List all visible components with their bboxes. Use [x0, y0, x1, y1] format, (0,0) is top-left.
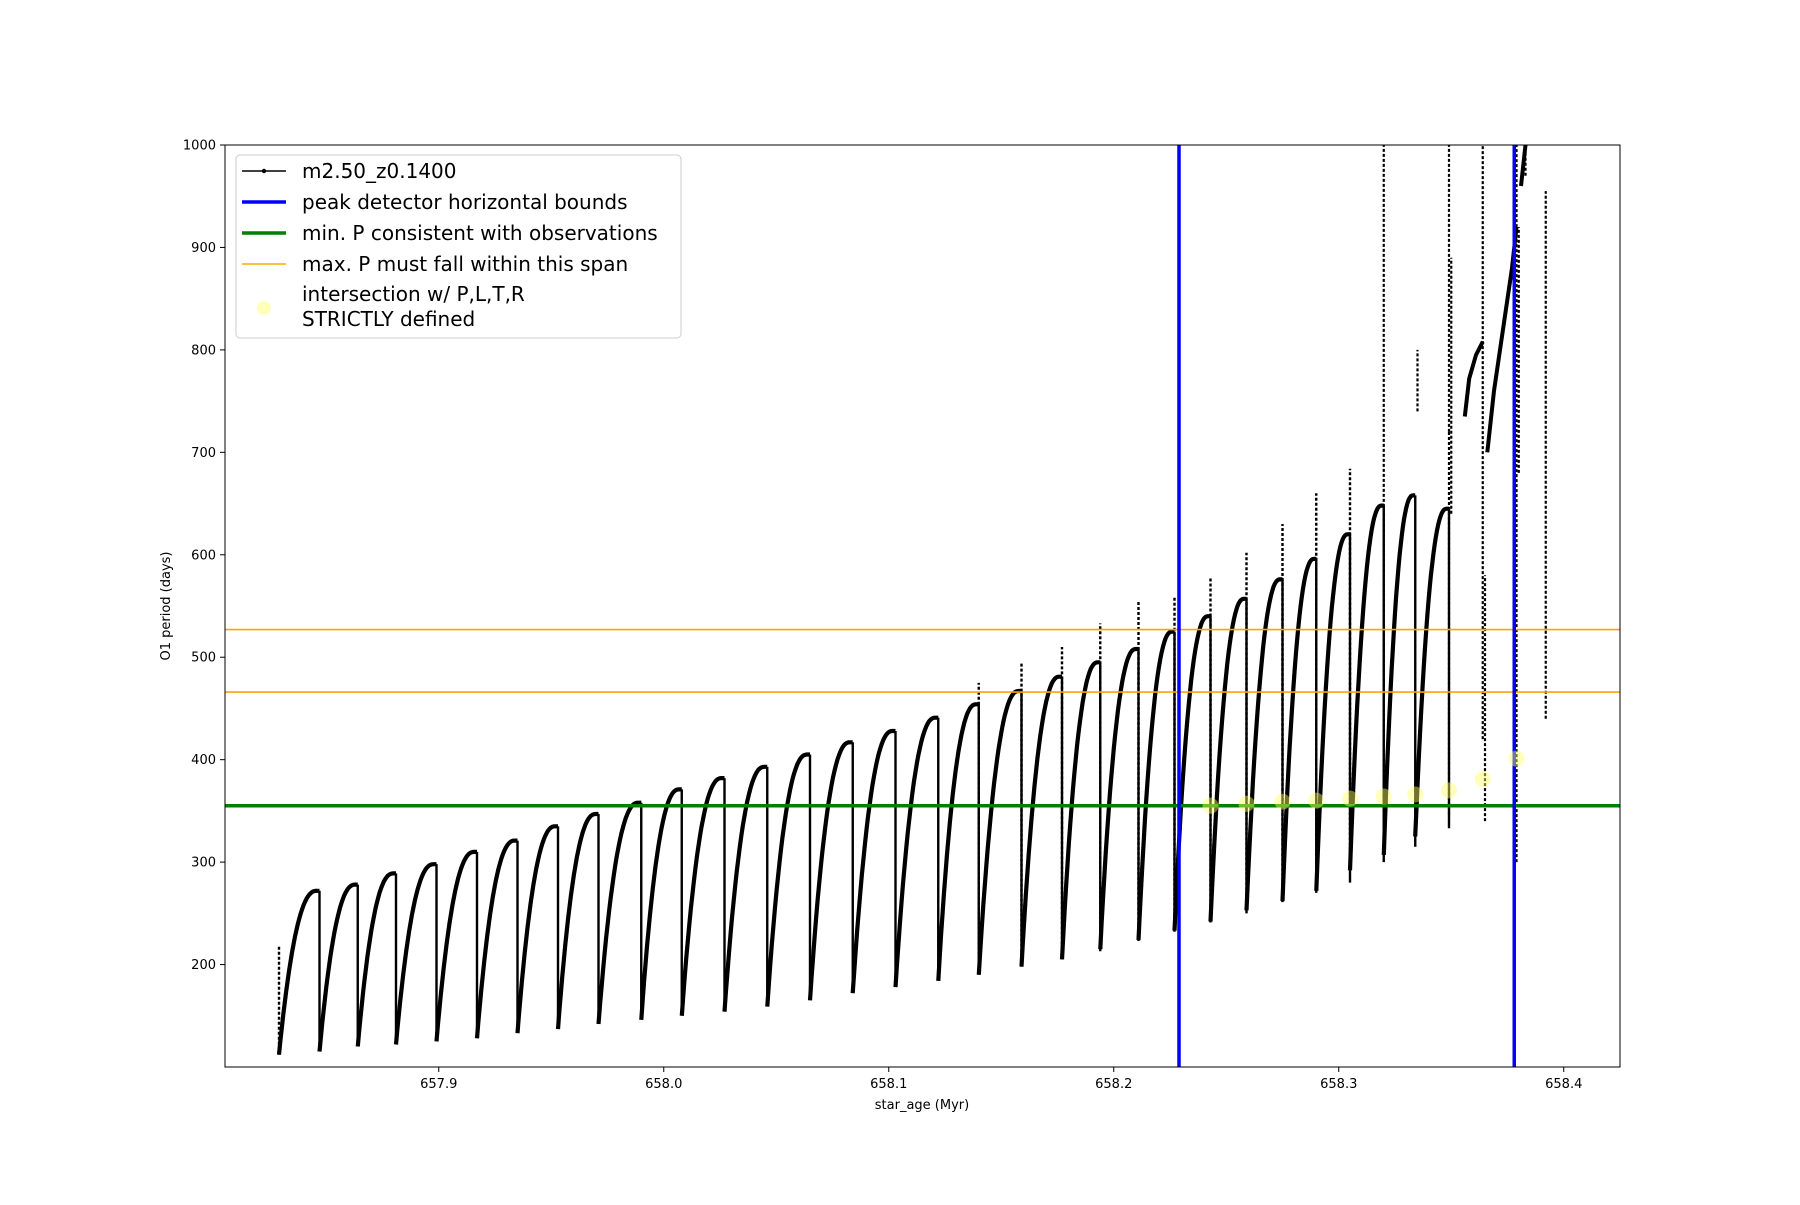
intersection-marker	[1238, 795, 1255, 812]
y-tick-label: 300	[191, 856, 216, 871]
model-track-cycle	[679, 775, 725, 1016]
y-tick-label: 500	[191, 651, 216, 666]
y-tick-label: 1000	[183, 139, 216, 154]
model-track-cycle	[765, 752, 810, 1007]
model-track-cycle	[1059, 660, 1101, 960]
x-tick-label: 658.2	[1095, 1077, 1132, 1092]
model-track-cycle	[1314, 532, 1350, 891]
x-tick-label: 658.1	[870, 1077, 907, 1092]
model-track-cycle	[1244, 577, 1283, 911]
model-track-cycle	[1280, 556, 1317, 902]
legend-label-model-track: m2.50_z0.1400	[302, 159, 457, 183]
model-track-cycle	[355, 871, 396, 1047]
model-track-cycle	[1098, 646, 1139, 950]
y-tick-label: 600	[191, 548, 216, 563]
legend-label-min-period: min. P consistent with observations	[302, 221, 658, 245]
plot-data-layer	[225, 145, 1620, 1067]
intersection-marker	[1308, 792, 1325, 809]
model-track-cycle	[596, 800, 642, 1025]
model-track-cycle	[850, 728, 896, 994]
x-tick-label: 658.3	[1320, 1077, 1357, 1092]
model-track-cycle	[1347, 503, 1384, 871]
model-track-cycle	[807, 740, 853, 1001]
model-track-cycle	[276, 888, 320, 1055]
legend-handle-intersection	[257, 301, 271, 315]
series-model-track	[276, 145, 1547, 1055]
plot-frame	[224, 144, 1621, 1068]
x-tick-label: 658.4	[1545, 1077, 1582, 1092]
x-axis-label: star_age (Myr)	[875, 1098, 969, 1113]
legend-label-intersection-line-2: STRICTLY defined	[302, 307, 475, 331]
intersection-marker	[1274, 793, 1291, 810]
model-track-cycle	[515, 824, 558, 1034]
intersection-marker	[1508, 750, 1525, 767]
model-track-cycle	[393, 862, 437, 1045]
model-track-cycle	[639, 787, 682, 1021]
model-track-cycle	[1208, 596, 1247, 922]
legend-label-intersection-line-1: intersection w/ P,L,T,R	[302, 282, 525, 306]
legend-label-max-period-span: max. P must fall within this span	[302, 252, 628, 276]
model-track-cycle	[317, 882, 358, 1052]
model-track-cycle	[555, 811, 599, 1030]
model-track-cycle	[1413, 506, 1449, 837]
legend: m2.50_z0.1400 peak detector horizontal b…	[235, 154, 682, 339]
model-track-cycle	[722, 764, 768, 1012]
legend-label-peak-bounds: peak detector horizontal bounds	[302, 190, 628, 214]
y-tick-label: 900	[191, 241, 216, 256]
model-track-branch	[1462, 340, 1485, 417]
legend-box	[235, 154, 682, 339]
model-track-cycle	[976, 688, 1022, 975]
y-tick-label: 700	[191, 446, 216, 461]
intersection-marker	[1441, 782, 1457, 799]
model-track-cycle	[1136, 629, 1175, 941]
model-track-cycle	[474, 838, 518, 1039]
model-track-cycle	[1381, 493, 1416, 855]
model-track-cycle	[936, 702, 979, 982]
model-track-branch	[1485, 226, 1519, 453]
intersection-marker	[1375, 788, 1392, 805]
x-tick-label: 657.9	[420, 1077, 457, 1092]
y-tick-label: 400	[191, 753, 216, 768]
model-track-cycle	[1019, 674, 1062, 967]
legend-handle-model-track-dot	[261, 168, 267, 174]
model-track-cycle	[893, 715, 939, 988]
x-tick-label: 658.0	[645, 1077, 682, 1092]
y-axis-label: O1 period (days)	[159, 551, 174, 660]
intersection-marker	[1407, 786, 1424, 803]
axes-layer: 657.9 658.0 658.1 658.2 658.3 658.4 200 300 400 5…	[183, 139, 1582, 1093]
intersection-marker	[1474, 771, 1491, 788]
model-track-cycle	[434, 849, 477, 1042]
y-tick-label: 800	[191, 343, 216, 358]
intersection-marker	[1202, 797, 1219, 814]
intersection-marker	[1342, 790, 1358, 807]
y-tick-label: 200	[191, 958, 216, 973]
model-track-branch	[1519, 145, 1528, 187]
